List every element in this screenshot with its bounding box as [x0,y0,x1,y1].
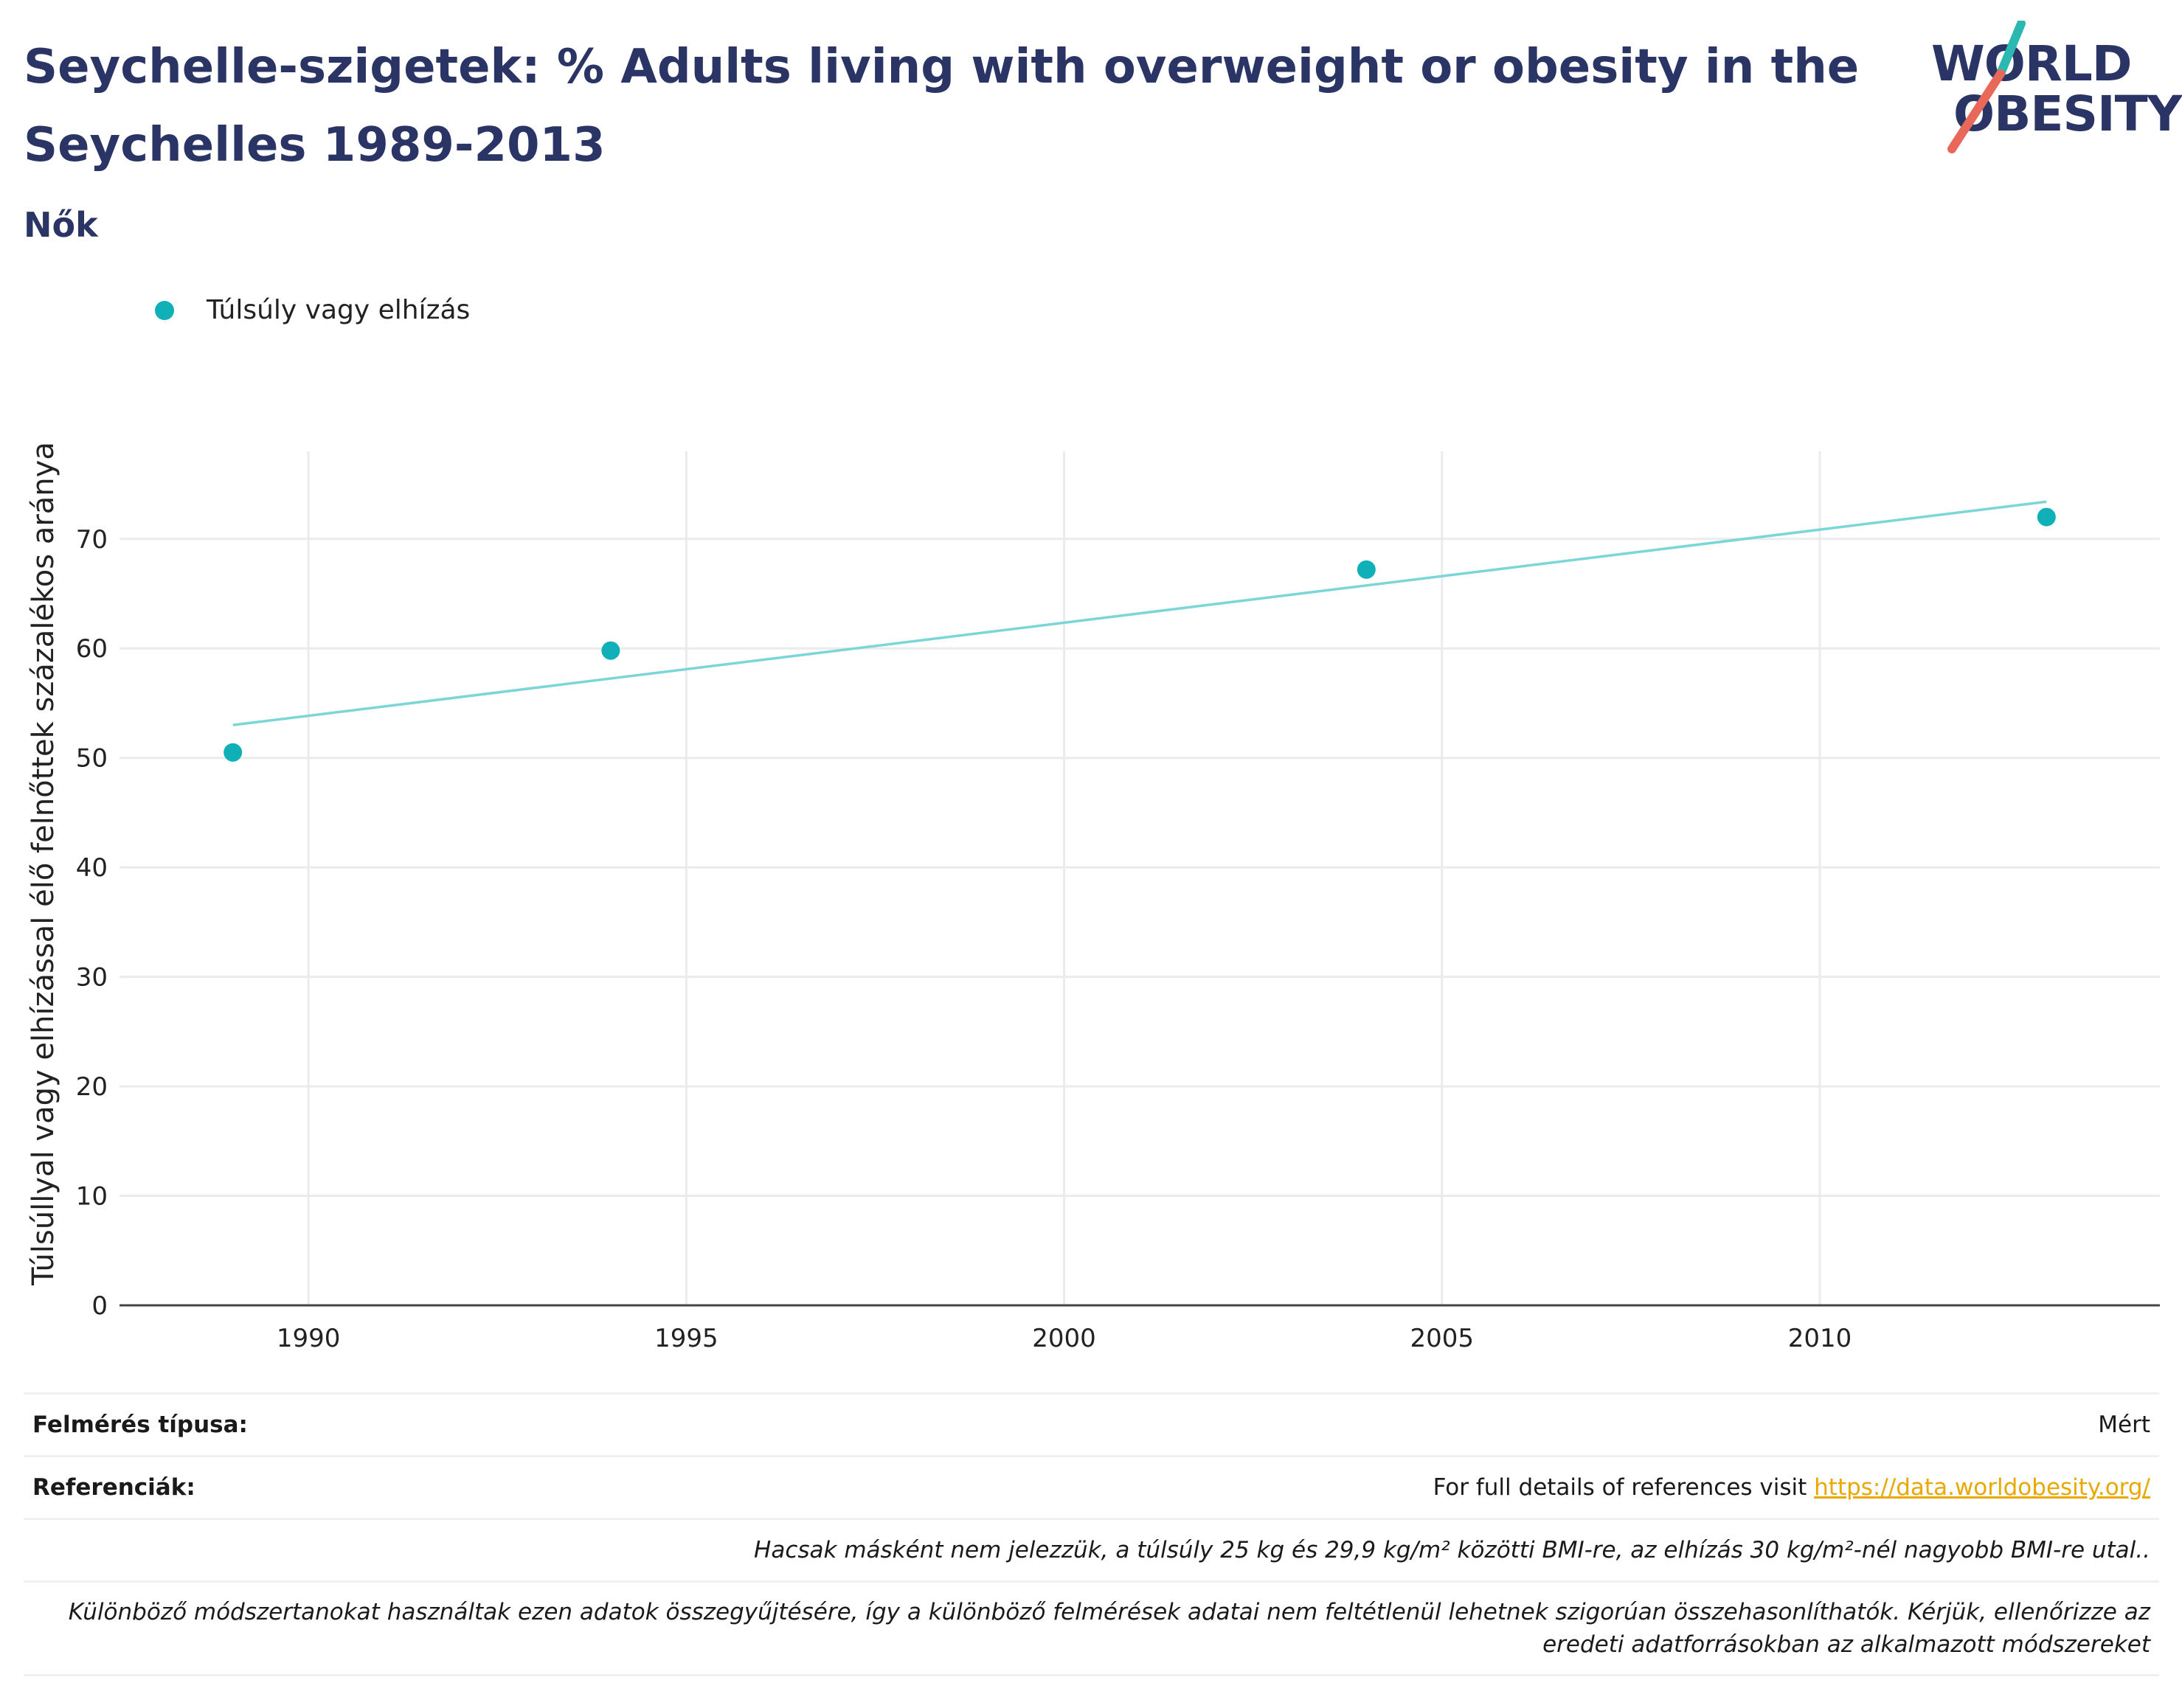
logo-slash-icon [1947,21,2026,153]
y-tick-label: 0 [91,1291,108,1321]
y-axis-title: Túlsúllyal vagy elhízással élő felnőttek… [27,442,60,1286]
data-point [2037,507,2056,527]
x-tick-label: 2010 [1788,1324,1852,1353]
y-tick-label: 30 [76,963,108,993]
legend-marker [155,300,174,320]
references-row: Referenciák: For full details of referen… [24,1455,2159,1518]
bmi-note: Hacsak másként nem jelezzük, a túlsúly 2… [754,1537,2150,1563]
methodology-note-line-1: Különböző módszertanokat használtak ezen… [68,1599,2150,1625]
logo-line-1: WORLD [1931,35,2133,92]
references-value: For full details of references visit htt… [1433,1474,2150,1501]
trend-line [232,500,2047,726]
data-point [1357,560,1376,579]
data-point [224,743,243,762]
x-tick-label: 1995 [654,1324,718,1353]
logo-line-2: OBESITY [1953,86,2182,142]
references-text: For full details of references visit [1433,1474,1815,1501]
y-tick-label: 60 [76,634,108,664]
methodology-note-row: Különböző módszertanokat használtak ezen… [24,1580,2159,1676]
methodology-note: Különböző módszertanokat használtak ezen… [32,1596,2150,1661]
references-link[interactable]: https://data.worldobesity.org/ [1814,1474,2150,1501]
y-tick-label: 70 [76,525,108,555]
y-tick-label: 20 [76,1072,108,1102]
y-tick-label: 10 [76,1182,108,1212]
x-tick-label: 2005 [1410,1324,1475,1353]
chart-legend: Túlsúly vagy elhízás [155,295,470,325]
bmi-note-row: Hacsak másként nem jelezzük, a túlsúly 2… [24,1518,2159,1580]
survey-type-label: Felmérés típusa: [32,1412,248,1438]
y-tick-label: 50 [76,744,108,774]
chart-footer: Felmérés típusa: Mért Referenciák: For f… [24,1392,2159,1676]
chart-subtitle: Nők [24,205,98,245]
x-tick-label: 2000 [1032,1324,1096,1353]
survey-type-value: Mért [2098,1412,2150,1438]
data-point [601,641,620,660]
chart-title: Seychelle-szigetek: % Adults living with… [24,40,1860,173]
legend-label: Túlsúly vagy elhízás [207,295,471,325]
references-label: Referenciák: [32,1474,195,1501]
methodology-note-line-2: eredeti adatforrásokban az alkalmazott m… [1542,1631,2150,1658]
scatter-chart: 0 10 20 30 40 50 60 70 1990 1995 2000 2005 2010 Túlsú… [27,442,2160,1353]
survey-type-row: Felmérés típusa: Mért [24,1392,2159,1455]
y-tick-label: 40 [76,853,108,883]
world-obesity-logo: WORLD OBESITY [1925,21,2182,161]
x-tick-label: 1990 [277,1324,341,1353]
